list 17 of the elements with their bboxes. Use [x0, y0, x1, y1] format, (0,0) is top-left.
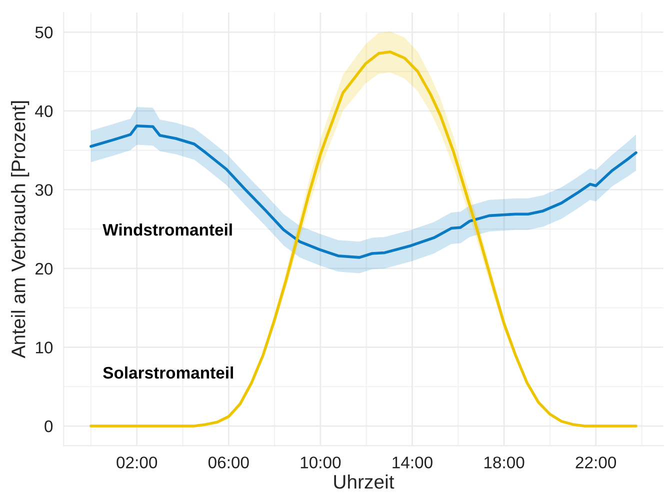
y-tick-label: 30 [35, 184, 53, 196]
series-label: Windstromanteil [102, 223, 232, 236]
x-tick-label: 06:00 [208, 456, 249, 468]
series-label: Solarstromanteil [103, 366, 233, 379]
line-series [90, 124, 638, 259]
y-axis-title: Anteil am Verbrauch [Prozent] [11, 101, 30, 358]
y-tick-label: 0 [44, 420, 53, 432]
y-tick-label: 50 [35, 26, 53, 38]
x-tick-label: 02:00 [116, 456, 158, 468]
x-tick-label: 22:00 [576, 456, 616, 468]
x-axis-title: Uhrzeit [334, 474, 394, 489]
y-tick-label: 20 [36, 262, 53, 275]
y-tick-label: 10 [36, 342, 53, 354]
x-tick-label: 10:00 [300, 456, 341, 468]
x-tick-label: 14:00 [392, 456, 432, 468]
x-tick-label: 18:00 [484, 456, 524, 468]
y-tick-label: 40 [35, 105, 53, 118]
